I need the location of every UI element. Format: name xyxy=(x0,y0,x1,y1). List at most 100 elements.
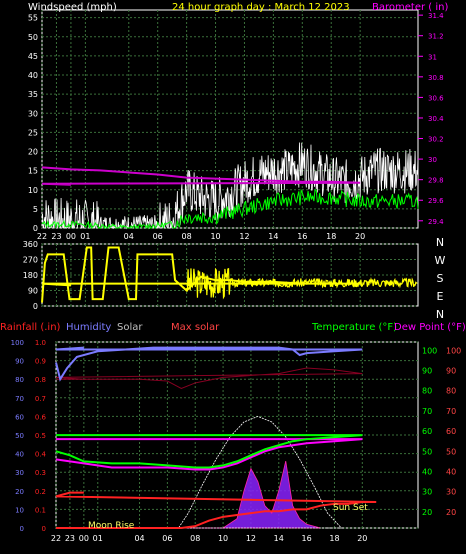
wind-x-tick-label: 20 xyxy=(355,232,365,241)
barometer-y-tick-label: 30.4 xyxy=(428,115,444,123)
wind-y-tick-label: 15 xyxy=(28,167,38,176)
moonrise-label: Moon Rise xyxy=(88,521,135,531)
compass-label: S xyxy=(437,272,444,285)
direction-y-tick-label: 270 xyxy=(23,256,38,265)
dewpoint-y-tick-label: 30 xyxy=(446,488,456,497)
wind-x-tick-label: 12 xyxy=(239,232,249,241)
atmosphere-x-tick-label: 18 xyxy=(329,534,339,543)
humidity-y-tick-label: 10 xyxy=(15,506,24,514)
direction-y-tick-label: 0 xyxy=(33,302,38,311)
humidity-y-tick-label: 80 xyxy=(15,376,24,384)
wind-y-tick-label: 50 xyxy=(28,33,38,42)
humidity-line xyxy=(55,346,363,382)
temperature-y-tick-label: 60 xyxy=(422,427,432,436)
wind-axis-title: Windspeed (mph) xyxy=(28,2,117,13)
atmosphere-x-tick-label: 22 xyxy=(51,534,61,543)
rainfall-y-tick-label: 0.4 xyxy=(35,451,47,459)
wind-y-tick-label: 55 xyxy=(28,14,38,23)
barometer-y-tick-label: 29.8 xyxy=(428,177,444,185)
humidity-y-tick-label: 50 xyxy=(15,432,24,440)
humidity-y-tick-label: 70 xyxy=(15,395,24,403)
rainfall-y-ticks: 1.0 0.9 0.8 0.7 0.6 0.5 0.4 0.3 0.2 0.1 0 xyxy=(35,339,47,533)
wind-x-tick-label: 14 xyxy=(268,232,278,241)
barometer-y-tick-label: 30.8 xyxy=(428,74,444,82)
temperature-y-tick-label: 50 xyxy=(422,447,432,456)
atmosphere-x-tick-label: 04 xyxy=(134,534,144,543)
wind-x-ticks: 23 01 04 06 08 10 12 14 16 18 20 22 00 xyxy=(37,232,365,241)
wind-y-tick-label: 35 xyxy=(28,90,38,99)
wind-average-line xyxy=(41,188,419,230)
wind-y-tick-label: 5 xyxy=(33,205,38,214)
solar-legend: Solar xyxy=(117,322,143,333)
wind-grid xyxy=(41,10,418,229)
wind-x-tick-label: 16 xyxy=(297,232,307,241)
temperature-y-tick-label: 40 xyxy=(422,467,432,476)
atmosphere-x-tick-label: 12 xyxy=(246,534,256,543)
wind-direction-line xyxy=(41,246,361,303)
dewpoint-y-tick-label: 40 xyxy=(446,467,456,476)
atmosphere-x-tick-label: 06 xyxy=(162,534,172,543)
direction-y-tick-label: 180 xyxy=(23,271,38,280)
wind-direction-samples xyxy=(186,267,418,300)
wind-panel: Windspeed (mph) 24 hour graph day : Marc… xyxy=(28,2,449,241)
dewpoint-y-tick-label: 90 xyxy=(446,367,456,376)
dewpoint-line xyxy=(55,438,363,471)
chart-title: 24 hour graph day : March 12 2023 xyxy=(172,2,350,13)
humidity-y-tick-label: 0 xyxy=(20,525,24,533)
rainfall-y-tick-label: 0.5 xyxy=(35,432,46,440)
barometer-y-tick-label: 29.6 xyxy=(428,197,444,205)
compass-label: E xyxy=(437,290,444,303)
compass-label: N xyxy=(436,308,444,321)
wind-x-tick-label: 23 xyxy=(51,232,61,241)
barometer-y-tick-label: 30 xyxy=(428,156,437,164)
wind-x-tick-label: 01 xyxy=(80,232,90,241)
sunset-label: Sun Set xyxy=(333,503,368,513)
humidity-y-tick-label: 20 xyxy=(15,488,24,496)
dewpoint-y-tick-label: 60 xyxy=(446,427,456,436)
wind-x-tick-label: 06 xyxy=(153,232,163,241)
wind-y-tick-label: 45 xyxy=(28,52,38,61)
temperature-line xyxy=(55,434,363,469)
humidity-y-tick-label: 30 xyxy=(15,469,24,477)
solar-area xyxy=(56,460,321,529)
direction-series xyxy=(41,246,418,303)
temperature-y-tick-label: 30 xyxy=(422,488,432,497)
dewpoint-y-tick-label: 20 xyxy=(446,508,456,517)
barometer-y-tick-label: 31 xyxy=(428,53,437,61)
barometer-y-tick-label: 31.4 xyxy=(428,12,444,20)
temperature-y-tick-label: 20 xyxy=(422,508,432,517)
humidity-legend: Humidity xyxy=(66,322,111,333)
dewpoint-y-tick-label: 100 xyxy=(446,346,461,355)
rainfall-y-tick-label: 0.1 xyxy=(35,506,46,514)
temperature-y-tick-label: 90 xyxy=(422,367,432,376)
atmosphere-x-tick-label: 23 xyxy=(65,534,75,543)
max-solar-line xyxy=(56,415,343,529)
wind-x-tick-label: 04 xyxy=(124,232,134,241)
atmosphere-series xyxy=(55,346,377,529)
wind-x-tick-label: 08 xyxy=(182,232,192,241)
rainfall-line xyxy=(55,491,377,529)
atmosphere-x-tick-label: 00 xyxy=(79,534,89,543)
atmosphere-x-tick-label: 10 xyxy=(218,534,228,543)
dewpoint-y-tick-label: 70 xyxy=(446,407,456,416)
temperature-legend: Temperature (°F) xyxy=(311,322,397,333)
dewpoint-y-tick-label: 50 xyxy=(446,447,456,456)
rainfall-y-tick-label: 0 xyxy=(42,525,46,533)
humidity-y-tick-label: 60 xyxy=(15,413,24,421)
wind-y-tick-label: 40 xyxy=(28,71,38,80)
atmosphere-x-tick-label: 16 xyxy=(302,534,312,543)
humidity-y-tick-label: 40 xyxy=(15,451,24,459)
barometer-y-tick-label: 30.2 xyxy=(428,136,444,144)
wind-series xyxy=(41,142,419,230)
barometer-y-tick-label: 29.4 xyxy=(428,218,444,226)
barometer-y-tick-label: 31.2 xyxy=(428,33,444,41)
rainfall-y-tick-label: 0.8 xyxy=(35,376,46,384)
temperature-y-tick-label: 80 xyxy=(422,387,432,396)
wind-y-tick-label: 30 xyxy=(28,109,38,118)
wind-x-tick-label: 00 xyxy=(66,232,76,241)
